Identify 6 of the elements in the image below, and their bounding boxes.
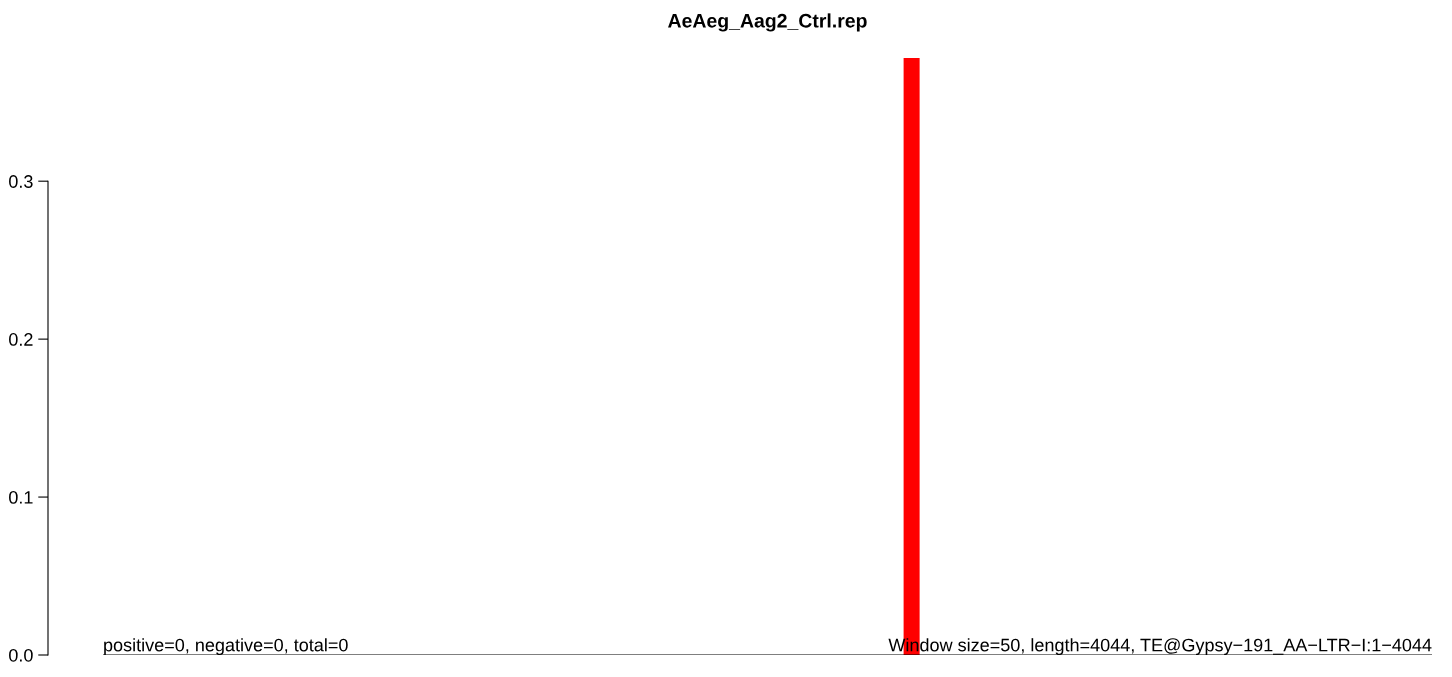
y-tick-label: 0.3 (9, 175, 33, 188)
chart-title: AeAeg_Aag2_Ctrl.rep (668, 13, 867, 32)
annotation: positive=0, negative=0, total=0 (104, 638, 348, 655)
y-tick-label: 0.0 (9, 648, 33, 662)
y-tick-label: 0.2 (9, 333, 33, 346)
y-tick-label: 0.1 (9, 491, 33, 504)
